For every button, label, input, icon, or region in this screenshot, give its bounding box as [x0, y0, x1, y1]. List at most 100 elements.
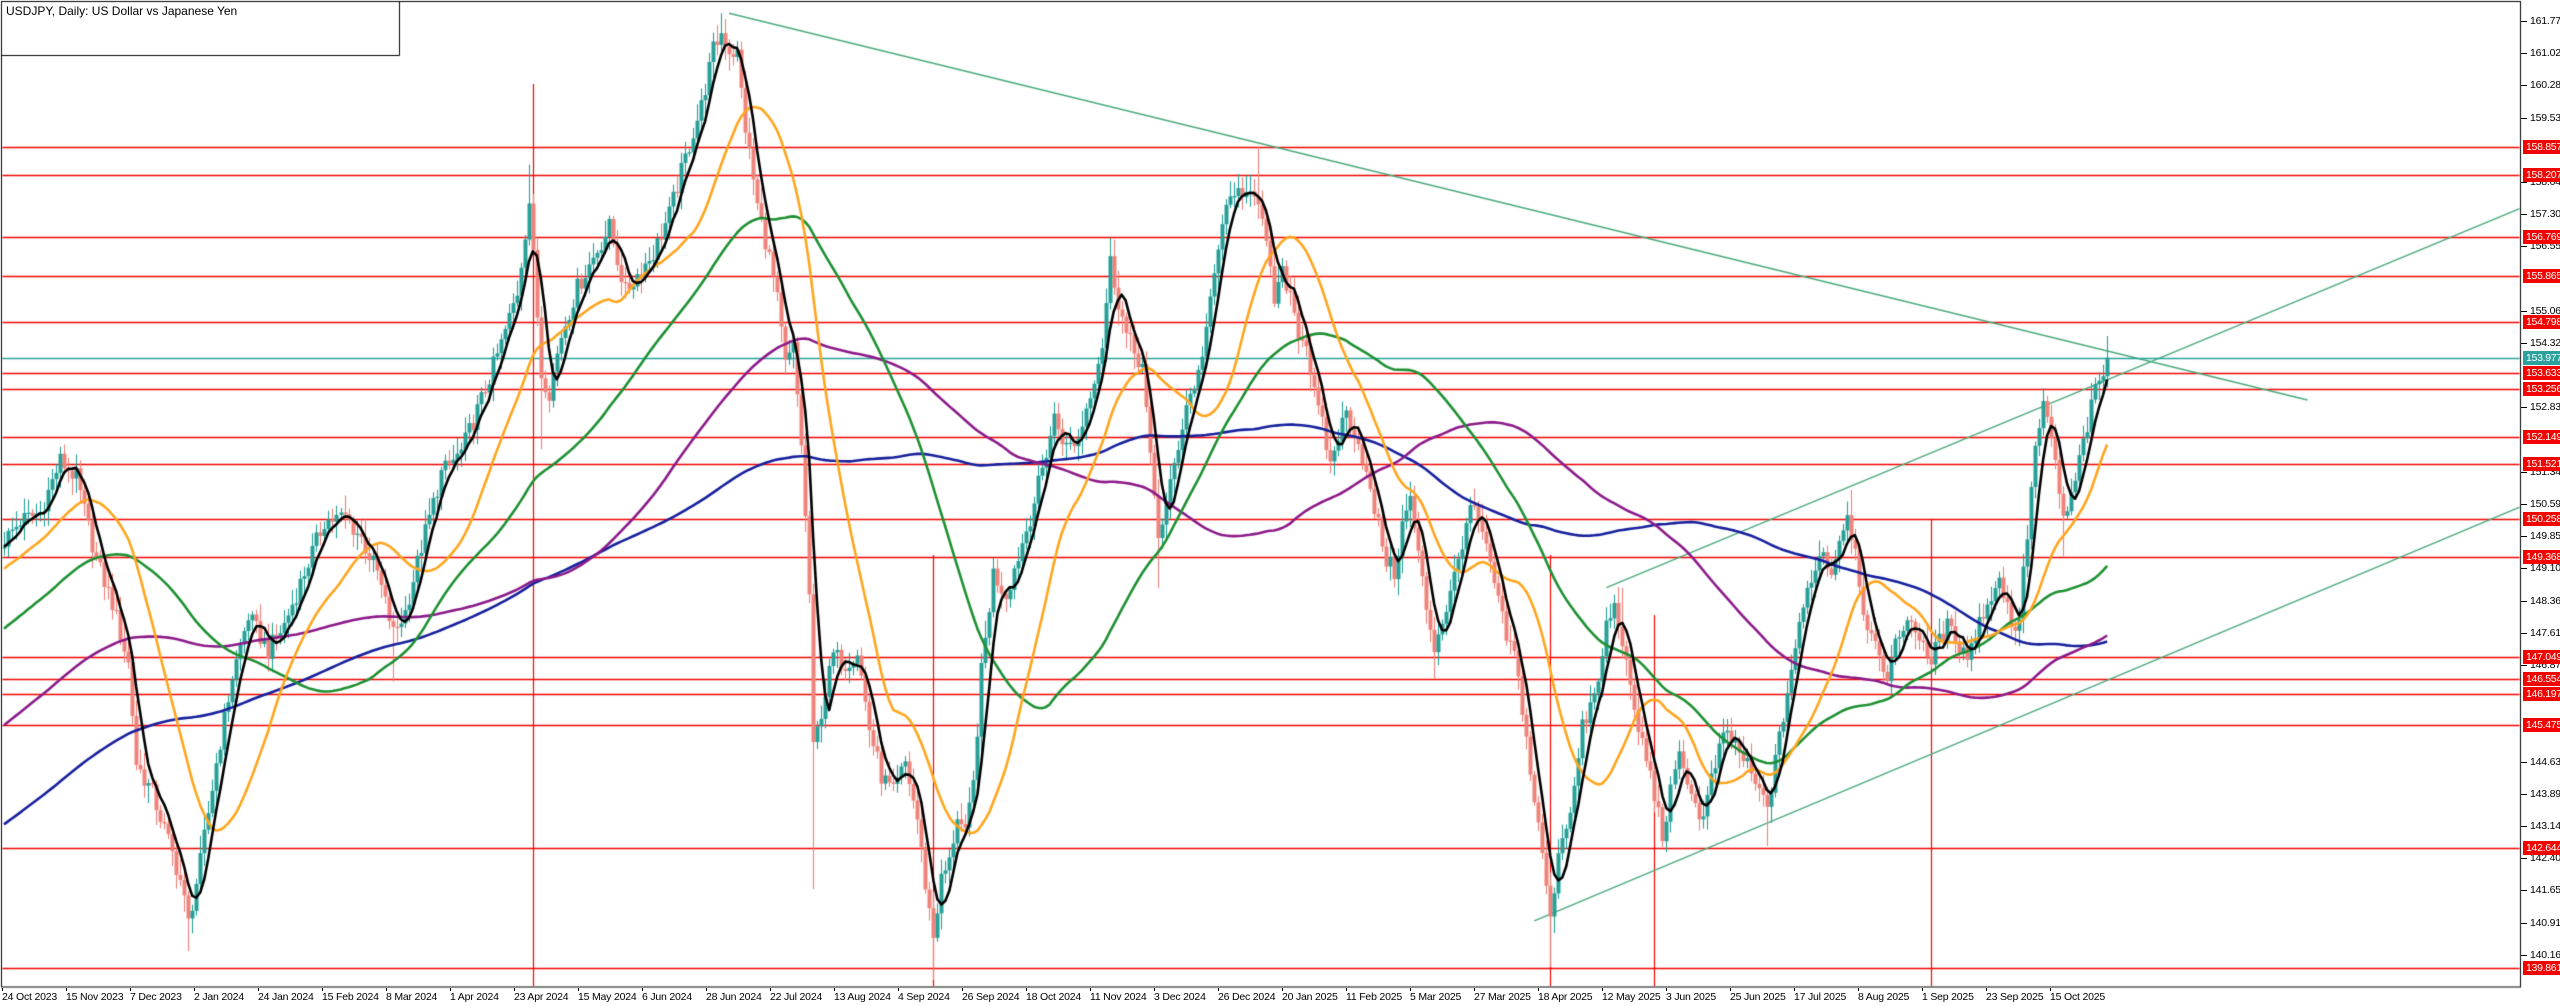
- price-tick-mark: [2521, 890, 2527, 891]
- level-price-label: 151.521: [2523, 457, 2560, 471]
- price-tick-mark: [2521, 858, 2527, 859]
- date-tick-mark: [1346, 988, 1347, 991]
- price-tick-mark: [2521, 504, 2527, 505]
- date-tick-mark: [1538, 988, 1539, 991]
- date-tick-label: 18 Oct 2024: [1026, 991, 1082, 1003]
- date-tick-label: 26 Dec 2024: [1218, 991, 1276, 1003]
- date-tick-label: 6 Jun 2024: [642, 991, 692, 1003]
- price-tick-mark: [2521, 246, 2527, 247]
- price-tick-label: 161.025: [2530, 47, 2560, 59]
- date-tick-label: 17 Jul 2025: [1794, 991, 1847, 1003]
- current-price-label: 153.977: [2523, 351, 2560, 365]
- price-tick-mark: [2521, 762, 2527, 763]
- price-tick-mark: [2521, 214, 2527, 215]
- date-tick-mark: [130, 988, 131, 991]
- price-tick-mark: [2521, 955, 2527, 956]
- date-tick-label: 8 Mar 2024: [386, 991, 438, 1003]
- date-tick-mark: [1474, 988, 1475, 991]
- date-tick-label: 22 Jul 2024: [770, 991, 823, 1003]
- date-tick-mark: [450, 988, 451, 991]
- date-tick-mark: [66, 988, 67, 991]
- date-tick-label: 1 Apr 2024: [450, 991, 499, 1003]
- price-tick-label: 143.145: [2530, 820, 2560, 832]
- date-tick-label: 3 Dec 2024: [1154, 991, 1206, 1003]
- price-tick-label: 149.850: [2530, 530, 2560, 542]
- date-tick-mark: [962, 988, 963, 991]
- date-tick-mark: [1730, 988, 1731, 991]
- price-tick-mark: [2521, 182, 2527, 183]
- level-price-label: 150.258: [2523, 512, 2560, 526]
- price-tick-label: 144.635: [2530, 756, 2560, 768]
- price-tick-label: 152.830: [2530, 401, 2560, 413]
- date-tick-label: 3 Jun 2025: [1666, 991, 1716, 1003]
- date-tick-mark: [1794, 988, 1795, 991]
- date-tick-label: 15 Nov 2023: [66, 991, 124, 1003]
- price-tick-label: 140.910: [2530, 917, 2560, 929]
- date-tick-label: 24 Oct 2023: [2, 991, 58, 1003]
- time-axis[interactable]: 24 Oct 2023 15 Nov 2023 7 Dec 2023 2 Jan 20…: [0, 988, 2560, 1006]
- price-tick-label: 140.165: [2530, 949, 2560, 961]
- price-tick-mark: [2521, 826, 2527, 827]
- date-tick-label: 2 Jan 2024: [194, 991, 244, 1003]
- level-price-label: 153.256: [2523, 382, 2560, 396]
- date-tick-mark: [258, 988, 259, 991]
- date-tick-mark: [1986, 988, 1987, 991]
- price-tick-label: 143.890: [2530, 788, 2560, 800]
- price-tick-mark: [2521, 118, 2527, 119]
- date-tick-label: 23 Apr 2024: [514, 991, 569, 1003]
- date-tick-mark: [770, 988, 771, 991]
- date-tick-label: 23 Sep 2025: [1986, 991, 2044, 1003]
- date-tick-label: 26 Sep 2024: [962, 991, 1020, 1003]
- date-tick-label: 7 Dec 2023: [130, 991, 182, 1003]
- level-price-label: 158.207: [2523, 168, 2560, 182]
- price-tick-mark: [2521, 407, 2527, 408]
- level-price-label: 146.554: [2523, 672, 2560, 686]
- date-tick-mark: [1602, 988, 1603, 991]
- level-price-label: 154.798: [2523, 315, 2560, 329]
- price-tick-label: 159.535: [2530, 112, 2560, 124]
- date-tick-label: 18 Apr 2025: [1538, 991, 1593, 1003]
- date-tick-mark: [1026, 988, 1027, 991]
- price-tick-label: 160.280: [2530, 79, 2560, 91]
- date-tick-mark: [834, 988, 835, 991]
- level-price-label: 156.769: [2523, 230, 2560, 244]
- date-tick-label: 20 Jan 2025: [1282, 991, 1338, 1003]
- date-tick-mark: [1090, 988, 1091, 991]
- date-tick-mark: [1218, 988, 1219, 991]
- date-tick-mark: [1282, 988, 1283, 991]
- price-tick-label: 141.655: [2530, 884, 2560, 896]
- price-tick-mark: [2521, 601, 2527, 602]
- date-tick-label: 15 May 2024: [578, 991, 637, 1003]
- price-tick-label: 157.300: [2530, 208, 2560, 220]
- price-tick-mark: [2521, 53, 2527, 54]
- date-tick-label: 12 May 2025: [1602, 991, 1661, 1003]
- price-tick-label: 155.065: [2530, 305, 2560, 317]
- date-tick-mark: [1922, 988, 1923, 991]
- date-tick-label: 27 Mar 2025: [1474, 991, 1531, 1003]
- date-tick-mark: [2050, 988, 2051, 991]
- level-price-label: 139.861: [2523, 961, 2560, 975]
- price-tick-mark: [2521, 633, 2527, 634]
- date-tick-label: 4 Sep 2024: [898, 991, 950, 1003]
- level-price-label: 142.644: [2523, 841, 2560, 855]
- date-tick-label: 11 Nov 2024: [1090, 991, 1147, 1003]
- price-tick-label: 150.595: [2530, 498, 2560, 510]
- date-tick-label: 8 Aug 2025: [1858, 991, 1910, 1003]
- level-price-label: 147.049: [2523, 650, 2560, 664]
- price-axis[interactable]: 161.770161.025160.280159.535158.045157.3…: [2521, 0, 2560, 987]
- chart-title: USDJPY, Daily: US Dollar vs Japanese Yen: [6, 4, 238, 18]
- price-tick-mark: [2521, 85, 2527, 86]
- level-price-label: 146.197: [2523, 687, 2560, 701]
- date-tick-label: 5 Mar 2025: [1410, 991, 1462, 1003]
- price-tick-mark: [2521, 21, 2527, 22]
- date-tick-mark: [1410, 988, 1411, 991]
- price-tick-mark: [2521, 343, 2527, 344]
- date-tick-label: 28 Jun 2024: [706, 991, 762, 1003]
- level-price-label: 145.475: [2523, 718, 2560, 732]
- date-tick-label: 25 Jun 2025: [1730, 991, 1786, 1003]
- date-tick-mark: [706, 988, 707, 991]
- date-tick-label: 15 Feb 2024: [322, 991, 379, 1003]
- level-price-label: 153.633: [2523, 366, 2560, 380]
- level-price-label: 155.865: [2523, 269, 2560, 283]
